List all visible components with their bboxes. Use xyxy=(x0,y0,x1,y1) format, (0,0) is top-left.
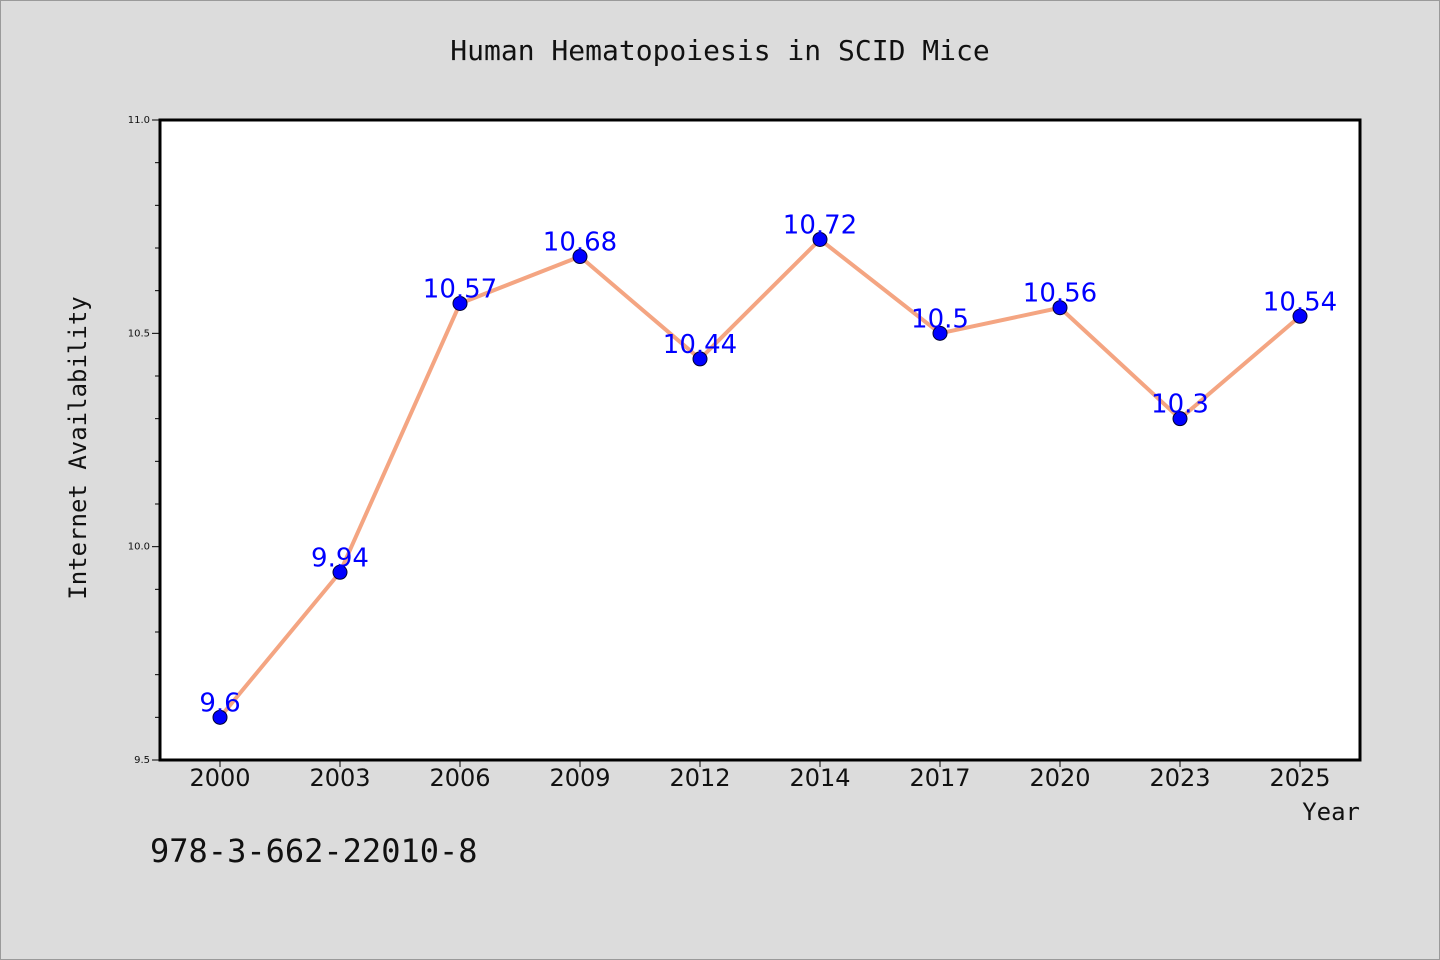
data-point xyxy=(452,295,468,311)
x-tick-label: 2020 xyxy=(1029,764,1090,792)
y-axis-label: Internet Availability xyxy=(64,296,92,599)
plot-area xyxy=(158,118,1362,762)
data-label: 10.5 xyxy=(911,304,969,334)
data-point xyxy=(212,709,228,725)
data-point xyxy=(1052,300,1068,316)
x-tick-label: 2023 xyxy=(1149,764,1210,792)
data-point xyxy=(1172,411,1188,427)
data-point xyxy=(692,351,708,367)
data-label: 10.3 xyxy=(1151,390,1209,420)
y-tick-label: 10.5 xyxy=(128,328,150,339)
data-point xyxy=(812,231,828,247)
x-tick-label: 2025 xyxy=(1269,764,1330,792)
x-tick-label: 2009 xyxy=(549,764,610,792)
data-label: 9.94 xyxy=(311,543,369,573)
data-label: 9.6 xyxy=(199,688,240,718)
y-tick-label: 9.5 xyxy=(134,755,150,766)
data-label: 10.68 xyxy=(543,228,617,258)
y-tick-label: 10.0 xyxy=(128,542,150,553)
series-line-group xyxy=(218,237,1302,719)
footer-id-text: 978-3-662-22010-8 xyxy=(150,832,478,870)
data-label: 10.57 xyxy=(423,274,497,304)
x-tick-label: 2006 xyxy=(429,764,490,792)
x-tick-label: 2000 xyxy=(189,764,250,792)
data-point xyxy=(332,564,348,580)
x-tick-label: 2017 xyxy=(909,764,970,792)
y-tick-label: 11.0 xyxy=(128,115,150,126)
series-line xyxy=(218,237,1302,719)
data-label: 10.54 xyxy=(1263,287,1337,317)
x-tick-label: 2003 xyxy=(309,764,370,792)
data-label: 10.56 xyxy=(1023,279,1097,309)
data-point xyxy=(572,249,588,265)
x-tick-label: 2014 xyxy=(789,764,850,792)
data-point xyxy=(932,325,948,341)
data-labels: 9.6 9.94 10.57 10.68 10.44 10.72 10.5 10.56 10.3… xyxy=(199,210,1337,718)
data-label: 10.72 xyxy=(783,210,857,240)
x-tick-label: 2012 xyxy=(669,764,730,792)
data-point xyxy=(1292,308,1308,324)
x-axis-label: Year xyxy=(1302,798,1360,826)
y-axis-ticks: 9.5 10.0 10.5 11.0 xyxy=(128,115,160,766)
data-label: 10.44 xyxy=(663,330,737,360)
x-axis-ticks: 2000 2003 2006 2009 2012 2014 2017 2020 2023 2025 xyxy=(189,760,1331,792)
chart-title: Human Hematopoiesis in SCID Mice xyxy=(450,34,990,67)
data-points xyxy=(212,231,1308,725)
